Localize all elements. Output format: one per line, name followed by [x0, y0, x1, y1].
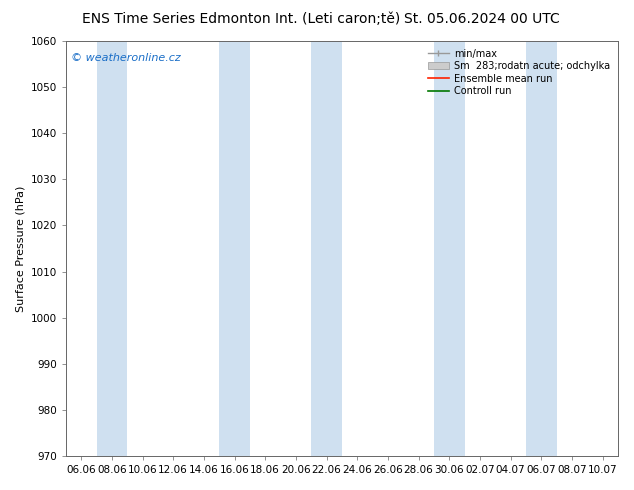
Text: St. 05.06.2024 00 UTC: St. 05.06.2024 00 UTC — [404, 12, 560, 26]
Text: ENS Time Series Edmonton Int. (Leti caron;tě): ENS Time Series Edmonton Int. (Leti caro… — [82, 12, 400, 26]
Y-axis label: Surface Pressure (hPa): Surface Pressure (hPa) — [15, 185, 25, 312]
Bar — [434, 41, 465, 456]
Text: © weatheronline.cz: © weatheronline.cz — [72, 53, 181, 64]
Bar — [311, 41, 342, 456]
Legend: min/max, Sm  283;rodatn acute; odchylka, Ensemble mean run, Controll run: min/max, Sm 283;rodatn acute; odchylka, … — [425, 46, 613, 99]
Bar — [96, 41, 127, 456]
Bar — [526, 41, 557, 456]
Bar — [219, 41, 250, 456]
